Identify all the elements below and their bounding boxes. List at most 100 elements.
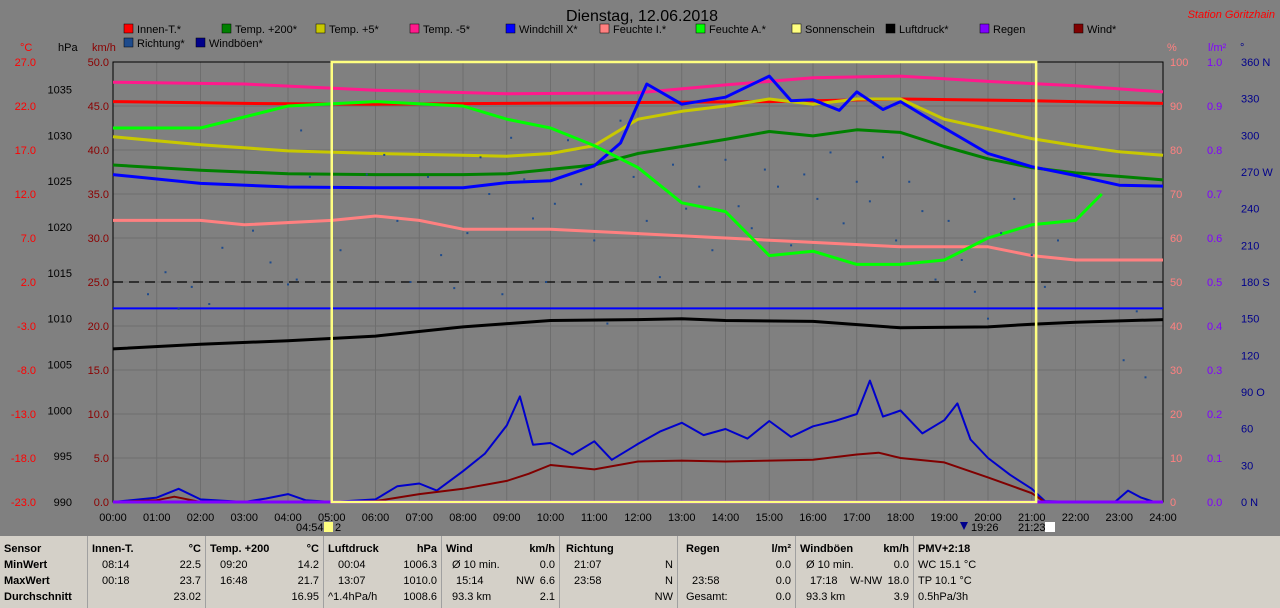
y-tick-percent-4: 60 — [1170, 233, 1182, 245]
series-richtung-point-41 — [724, 158, 727, 161]
x-tick-20: 20:00 — [974, 512, 1002, 524]
series-richtung-point-55 — [908, 180, 911, 183]
series-richtung-point-25 — [523, 178, 526, 181]
series-richtung-point-48 — [816, 197, 819, 200]
legend-swatch-4 — [505, 23, 516, 34]
stats-sensor-header: Sensor — [4, 543, 42, 555]
stats-innen-header: Innen-T. — [92, 543, 134, 555]
stats-wind-avg10: 0.0 — [539, 559, 555, 571]
stats-boeen-unit: km/h — [883, 543, 909, 555]
legend-label-3: Temp. -5* — [423, 24, 471, 36]
y-tick-celsius-5: 2.0 — [21, 277, 36, 289]
series-richtung-point-21 — [479, 156, 482, 159]
series-richtung-point-34 — [632, 175, 635, 178]
stats-richtung-column: Richtung 21:07 N 23:58 N NW — [560, 536, 678, 608]
series-richtung-point-39 — [698, 185, 701, 188]
stats-pmv-pressure-trend: 0.5hPa/3h — [918, 591, 969, 603]
legend-swatch-0 — [123, 23, 134, 34]
y-tick-kmh-0: 50.0 — [88, 57, 109, 69]
y-tick-hpa-3: 1020 — [48, 222, 72, 234]
stats-temp200-max: 21.7 — [297, 575, 319, 587]
stats-pmv-header: PMV+2:18 — [918, 543, 971, 555]
series-richtung-point-28 — [553, 202, 556, 205]
y-tick-rain-4: 0.6 — [1207, 233, 1222, 245]
y-tick-rain-5: 0.5 — [1207, 277, 1222, 289]
stats-luftdruck-unit: hPa — [416, 543, 437, 555]
stats-boeen-avg10-label: Ø 10 min. — [806, 559, 854, 571]
series-richtung-point-37 — [672, 163, 674, 166]
y-tick-kmh-6: 20.0 — [88, 321, 109, 333]
y-tick-percent-3: 70 — [1170, 189, 1182, 201]
stats-innen-min: 22.5 — [179, 559, 201, 571]
stats-temp200-max-time: 16:48 — [220, 575, 248, 587]
legend-swatch-5 — [599, 23, 610, 34]
y-tick-direction-1: 330 — [1241, 94, 1259, 106]
legend-label-11: Richtung* — [137, 38, 185, 50]
x-tick-23: 23:00 — [1105, 512, 1133, 524]
stats-temp200-avg: 16.95 — [291, 591, 319, 603]
x-tick-9: 09:00 — [493, 512, 521, 524]
stats-regen-total-label: Gesamt: — [686, 591, 728, 603]
y-tick-rain-10: 0.0 — [1207, 497, 1222, 509]
series-richtung-point-65 — [1043, 285, 1046, 288]
stats-regen-unit: l/m² — [771, 543, 791, 555]
stats-row-max: MaxWert — [4, 575, 50, 587]
series-richtung-point-23 — [501, 293, 504, 296]
y-tick-percent-1: 90 — [1170, 101, 1182, 113]
y-tick-direction-3: 270 W — [1241, 167, 1273, 179]
chart-title: Dienstag, 12.06.2018 — [566, 8, 718, 25]
series-richtung-point-13 — [365, 173, 368, 176]
y-tick-kmh-8: 10.0 — [88, 409, 109, 421]
series-richtung-point-3 — [190, 285, 193, 288]
y-tick-hpa-8: 995 — [54, 451, 72, 463]
stats-regen-column: Regen l/m² 0.0 23:58 0.0 Gesamt: 0.0 — [678, 536, 796, 608]
series-richtung-point-15 — [396, 219, 399, 222]
series-richtung-point-0 — [147, 293, 149, 296]
stats-sensor-column: Sensor MinWert MaxWert Durchschnitt — [0, 536, 88, 608]
y-tick-hpa-4: 1015 — [48, 268, 72, 280]
stats-luftdruck-trend: ^1.4hPa/h — [328, 591, 378, 603]
stats-pmv-windchill: WC 15.1 °C — [918, 559, 977, 571]
stats-wind-unit: km/h — [529, 543, 555, 555]
x-tick-5: 05:00 — [318, 512, 346, 524]
y-tick-celsius-3: 12.0 — [15, 189, 36, 201]
legend-label-8: Luftdruck* — [899, 24, 949, 36]
y-tick-celsius-4: 7.0 — [21, 233, 36, 245]
stats-richtung-avg: NW — [654, 591, 673, 603]
series-richtung-point-36 — [658, 276, 661, 279]
stats-boeen-max-dir: W-NW — [850, 575, 883, 587]
y-tick-direction-2: 300 — [1241, 130, 1259, 142]
y-tick-direction-8: 120 — [1241, 350, 1259, 362]
axis-unit-percent: % — [1167, 42, 1177, 54]
series-richtung-point-52 — [868, 200, 871, 203]
stats-boeen-max-time: 17:18 — [810, 575, 838, 587]
x-tick-0: 00:00 — [99, 512, 127, 524]
axis-unit-direction: ° — [1240, 42, 1244, 54]
series-richtung-point-27 — [545, 281, 548, 283]
stats-boeen-distance: 93.3 km — [806, 591, 846, 603]
stats-regen-header: Regen — [686, 543, 720, 555]
series-richtung-point-38 — [685, 207, 688, 210]
series-luftdruck — [112, 317, 1164, 351]
stats-wind-max: 6.6 — [539, 575, 555, 587]
series-richtung-point-51 — [855, 180, 858, 183]
series-richtung-point-30 — [580, 183, 583, 186]
y-tick-direction-0: 360 N — [1241, 57, 1270, 69]
y-tick-direction-7: 150 — [1241, 314, 1259, 326]
stats-luftdruck-min-time: 00:04 — [338, 559, 366, 571]
legend-label-4: Windchill X* — [519, 24, 578, 36]
y-tick-rain-7: 0.3 — [1207, 365, 1222, 377]
series-richtung-point-6 — [252, 229, 254, 232]
moon-marker-label: 19:26 — [971, 522, 999, 534]
sunset-marker-label: 21:23 — [1018, 522, 1046, 534]
legend: Innen-T.* Temp. +200* Temp. +5* Temp. -5* Wi… — [123, 23, 1117, 50]
x-tick-24: 24:00 — [1149, 512, 1177, 524]
legend-label-10: Wind* — [1087, 24, 1117, 36]
legend-label-12: Windböen* — [209, 38, 264, 50]
series-windchill-x — [112, 74, 1164, 190]
y-tick-kmh-10: 0.0 — [94, 497, 109, 509]
x-tick-13: 13:00 — [668, 512, 696, 524]
stats-luftdruck-max-time: 13:07 — [338, 575, 366, 587]
legend-swatch-7 — [791, 23, 802, 34]
stats-luftdruck-column: Luftdruck hPa 00:04 1006.3 13:07 1010.0 ^1.… — [324, 536, 442, 608]
